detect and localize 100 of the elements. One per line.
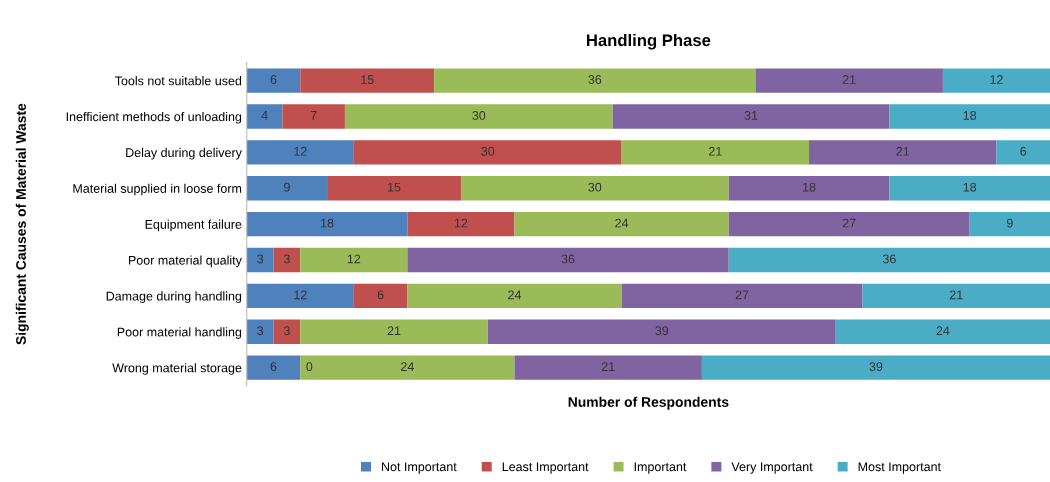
bar [246,140,354,165]
bar [246,247,274,273]
data-label: 12 [294,290,307,300]
data-label: 3 [283,326,290,336]
data-label: 21 [842,75,856,84]
data-label: 39 [869,362,883,372]
bar [621,283,863,309]
data-label: 12 [294,146,307,156]
bar [755,68,943,93]
bar [246,176,328,201]
bar [353,140,622,165]
legend-label: Least Important [502,462,589,474]
data-label: 6 [1020,146,1027,156]
bar [969,211,1050,237]
data-label: 18 [321,218,334,228]
bar [809,140,997,165]
bar [246,68,301,93]
x-axis-title: Number of Respondents [568,396,729,410]
y-tick-label: Equipment failure [145,219,242,232]
data-label: 21 [949,290,963,300]
bar [246,283,354,309]
bar [407,211,515,237]
annotation: 0 [306,362,313,372]
data-label: 39 [655,326,669,336]
data-label: 9 [1006,218,1013,228]
data-label: 31 [744,110,758,120]
bar [862,283,1050,309]
y-tick-label: Damage during handling [106,291,242,304]
bar [246,319,274,344]
legend-label: Not Important [382,462,457,474]
bar [300,319,488,344]
data-label: 27 [842,218,856,228]
bar [273,247,301,273]
data-label: 21 [601,362,615,371]
data-label: 24 [401,362,414,371]
legend-label: Important [634,462,687,474]
data-label: 18 [963,182,977,192]
data-label: 15 [361,75,374,84]
data-label: 9 [284,182,290,192]
bar [407,283,622,309]
chart-title: Handling Phase [586,33,711,50]
y-tick-label: Tools not suitable used [115,76,242,86]
bar [246,104,283,129]
data-label: 4 [261,111,268,120]
data-label: 6 [377,290,384,300]
bar [514,211,729,237]
data-label: 30 [472,110,486,120]
data-label: 7 [310,111,317,120]
bar [282,104,345,129]
data-label: 6 [270,362,277,372]
data-label: 6 [270,75,277,84]
data-label: 15 [388,182,401,192]
data-label: 30 [588,182,602,192]
legend-label: Most Important [858,462,941,474]
bar [889,176,1050,201]
bar [434,68,756,93]
bar [300,68,435,93]
bar [942,68,1050,93]
bar [996,140,1050,165]
bar [728,211,970,237]
data-label: 18 [803,182,816,192]
bar [835,319,1050,344]
bar [246,211,408,237]
data-label: 3 [283,254,290,264]
y-tick-label: Wrong material storage [112,363,242,375]
data-label: 21 [708,146,722,156]
y-tick-label: Material supplied in loose form [73,183,242,196]
bar [300,355,515,380]
data-label: 12 [990,75,1003,84]
data-label: 18 [963,110,977,120]
bar [300,247,408,273]
data-label: 12 [454,218,468,228]
data-label: 36 [561,254,575,264]
data-label: 12 [347,254,361,264]
bar [460,176,729,201]
data-label: 24 [508,290,522,300]
bar [344,104,613,129]
y-tick-label: Poor material handling [117,327,242,339]
data-label: 21 [896,146,910,156]
bar [612,104,890,129]
bar [246,355,301,380]
data-label: 27 [735,290,749,300]
bar [327,176,461,201]
bar [621,140,810,165]
data-label: 24 [615,218,629,228]
bar [889,104,1050,129]
data-label: 3 [257,254,264,264]
data-label: 3 [257,326,264,336]
bar [728,176,890,201]
bar [514,355,702,380]
y-tick-label: Poor material quality [128,255,242,268]
bar [353,283,408,309]
bar [407,247,729,273]
data-label: 30 [481,146,495,156]
bar [701,355,1050,380]
bar [273,319,301,344]
data-label: 36 [588,75,602,84]
bar [728,247,1050,273]
legend-label: Very Important [731,462,813,474]
bar [487,319,836,344]
